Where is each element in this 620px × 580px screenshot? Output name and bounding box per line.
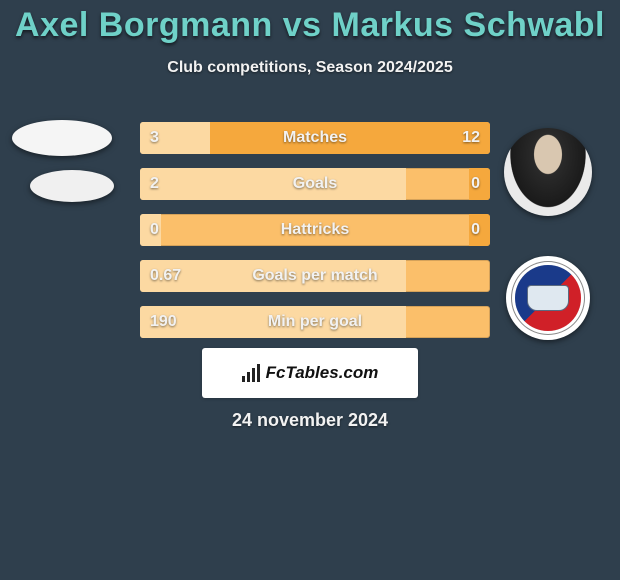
club-badge-icon (515, 265, 581, 331)
comparison-card: Axel Borgmann vs Markus Schwabl Club com… (0, 0, 620, 580)
subtitle: Club competitions, Season 2024/2025 (0, 59, 620, 77)
stat-value-right: 0 (471, 168, 480, 200)
stat-label: Goals (140, 168, 490, 200)
stat-label: Hattricks (140, 214, 490, 246)
brand-text: FcTables.com (266, 363, 379, 383)
date-text: 24 november 2024 (0, 410, 620, 431)
player-left-avatar-placeholder (12, 120, 112, 156)
club-right-avatar (506, 256, 590, 340)
stat-row: 3 Matches 12 (140, 122, 490, 154)
page-title: Axel Borgmann vs Markus Schwabl (0, 0, 620, 45)
brand-logo-icon (242, 364, 260, 382)
stat-label: Min per goal (140, 306, 490, 338)
stat-row: 0.67 Goals per match (140, 260, 490, 292)
stats-bars: 3 Matches 12 2 Goals 0 0 Hattricks 0 0.6… (140, 122, 490, 352)
stat-value-right: 12 (462, 122, 480, 154)
player-right-avatar (504, 128, 592, 216)
brand-box: FcTables.com (202, 348, 418, 398)
club-left-avatar-placeholder (30, 170, 114, 202)
stat-label: Goals per match (140, 260, 490, 292)
stat-value-right: 0 (471, 214, 480, 246)
stat-row: 190 Min per goal (140, 306, 490, 338)
stat-row: 0 Hattricks 0 (140, 214, 490, 246)
stat-label: Matches (140, 122, 490, 154)
stat-row: 2 Goals 0 (140, 168, 490, 200)
